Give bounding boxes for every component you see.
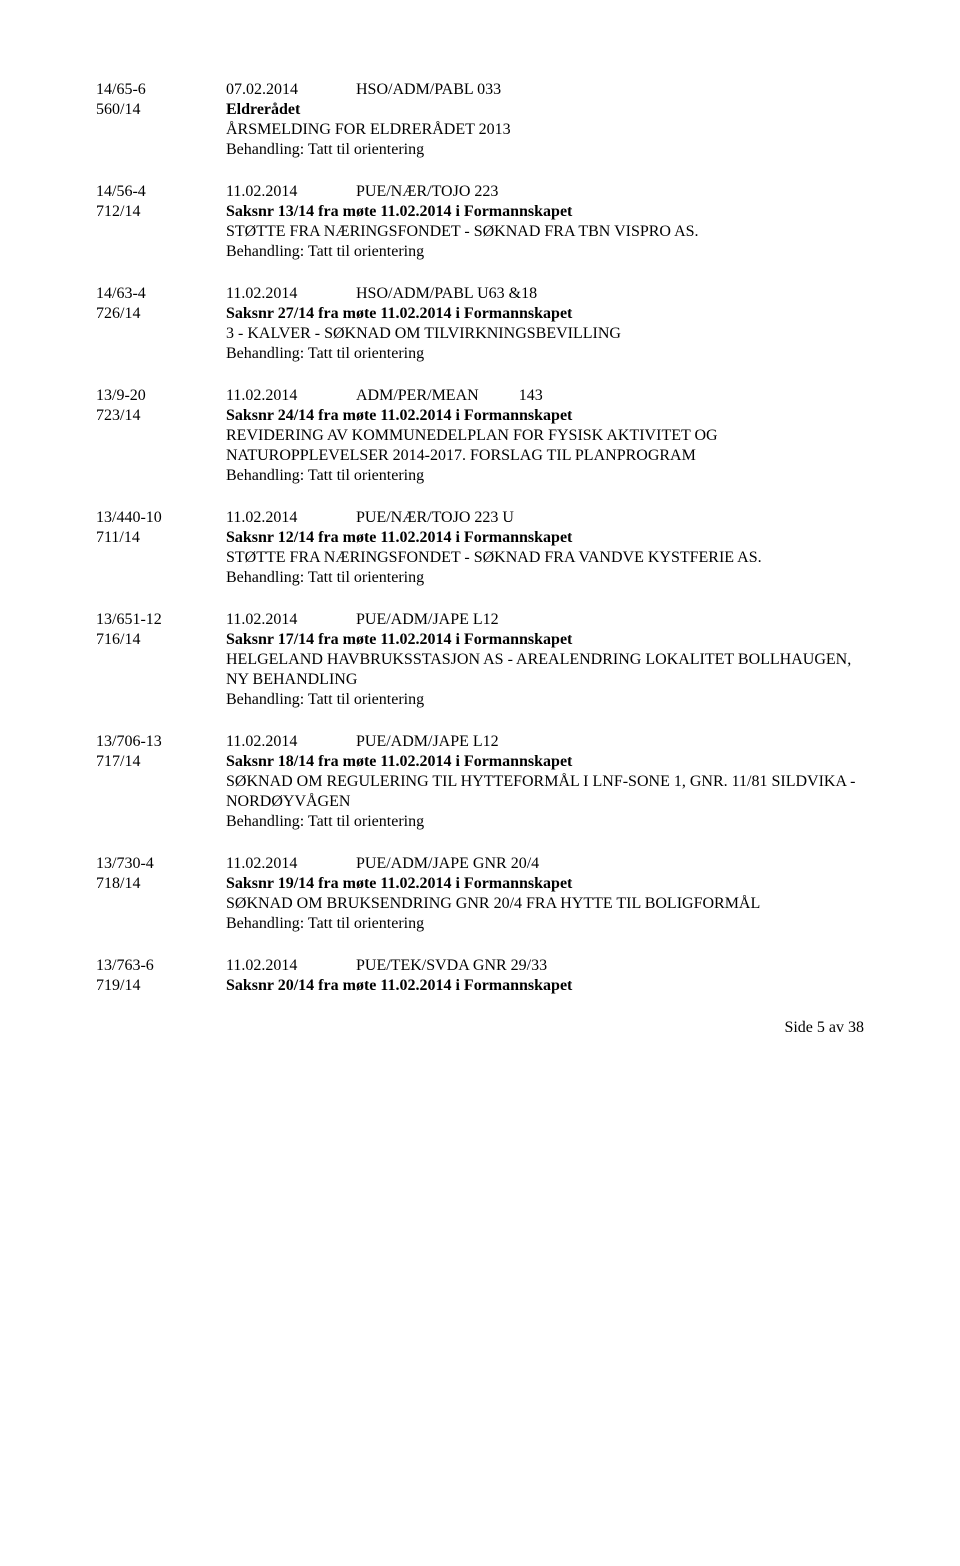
entry-date: 11.02.2014	[226, 508, 356, 528]
entry-date: 11.02.2014	[226, 284, 356, 304]
entry-date: 11.02.2014	[226, 386, 356, 406]
entry-code: PUE/ADM/JAPE L12	[356, 732, 864, 752]
entries-list: 14/65-607.02.2014HSO/ADM/PABL 033 560/14E…	[96, 80, 864, 996]
entry-body-line: Behandling: Tatt til orientering	[226, 344, 864, 364]
entry-caseno: 712/14	[96, 202, 226, 222]
entry-ref: 13/706-13	[96, 732, 226, 752]
entry-body-line: SØKNAD OM BRUKSENDRING GNR 20/4 FRA HYTT…	[226, 894, 864, 914]
entry-body-line: Behandling: Tatt til orientering	[226, 690, 864, 710]
entry-title: Saksnr 12/14 fra møte 11.02.2014 i Forma…	[226, 528, 864, 548]
entry-code-text: PUE/ADM/JAPE GNR 20/4	[356, 855, 539, 872]
entry-ref: 13/651-12	[96, 610, 226, 630]
entry-ref: 14/63-4	[96, 284, 226, 304]
entry-date: 07.02.2014	[226, 80, 356, 100]
entry-ref: 14/65-6	[96, 80, 226, 100]
entry-code-text: PUE/ADM/JAPE L12	[356, 611, 499, 628]
entry-title: Saksnr 19/14 fra møte 11.02.2014 i Forma…	[226, 874, 864, 894]
entry-code: ADM/PER/MEAN 143	[356, 386, 864, 406]
entry-code: PUE/ADM/JAPE L12	[356, 610, 864, 630]
entry-code-text: PUE/TEK/SVDA GNR 29/33	[356, 957, 547, 974]
entry: 13/730-411.02.2014PUE/ADM/JAPE GNR 20/4 7…	[96, 854, 864, 934]
entry-caseno: 723/14	[96, 406, 226, 426]
entry-code: HSO/ADM/PABL 033	[356, 80, 864, 100]
entry-code: PUE/NÆR/TOJO 223	[356, 182, 864, 202]
entry: 13/9-2011.02.2014ADM/PER/MEAN 143 723/14Sa…	[96, 386, 864, 486]
entry-caseno: 718/14	[96, 874, 226, 894]
entry-ref: 13/440-10	[96, 508, 226, 528]
entry-body-line: Behandling: Tatt til orientering	[226, 140, 864, 160]
entry-title: Saksnr 24/14 fra møte 11.02.2014 i Forma…	[226, 406, 864, 426]
entry-title: Eldrerådet	[226, 100, 864, 120]
entry-code-text: HSO/ADM/PABL U63 &18	[356, 285, 537, 302]
page-footer: Side 5 av 38	[96, 1018, 864, 1038]
entry-date: 11.02.2014	[226, 854, 356, 874]
entry-code: PUE/TEK/SVDA GNR 29/33	[356, 956, 864, 976]
entry-caseno: 560/14	[96, 100, 226, 120]
entry-ref: 14/56-4	[96, 182, 226, 202]
entry-title: Saksnr 27/14 fra møte 11.02.2014 i Forma…	[226, 304, 864, 324]
entry-caseno: 717/14	[96, 752, 226, 772]
entry-caseno: 726/14	[96, 304, 226, 324]
entry-body-line: ÅRSMELDING FOR ELDRERÅDET 2013	[226, 120, 864, 140]
entry-code-text: HSO/ADM/PABL 033	[356, 81, 501, 98]
entry-ref: 13/9-20	[96, 386, 226, 406]
entry-body-line: 3 - KALVER - SØKNAD OM TILVIRKNINGSBEVIL…	[226, 324, 864, 344]
entry-body-line: Behandling: Tatt til orientering	[226, 914, 864, 934]
entry-body-line: STØTTE FRA NÆRINGSFONDET - SØKNAD FRA TB…	[226, 222, 864, 242]
entry: 14/63-411.02.2014HSO/ADM/PABL U63 &18 726…	[96, 284, 864, 364]
entry-code: PUE/NÆR/TOJO 223 U	[356, 508, 864, 528]
entry-date: 11.02.2014	[226, 956, 356, 976]
entry-caseno: 719/14	[96, 976, 226, 996]
entry-code-num: 143	[519, 387, 543, 404]
entry-ref: 13/763-6	[96, 956, 226, 976]
entry-body-line: SØKNAD OM REGULERING TIL HYTTEFORMÅL I L…	[226, 772, 864, 812]
entry-body-line: Behandling: Tatt til orientering	[226, 466, 864, 486]
entry-code-text: ADM/PER/MEAN	[356, 387, 479, 404]
entry-ref: 13/730-4	[96, 854, 226, 874]
entry-title: Saksnr 18/14 fra møte 11.02.2014 i Forma…	[226, 752, 864, 772]
entry: 13/706-1311.02.2014PUE/ADM/JAPE L12 717/1…	[96, 732, 864, 832]
entry: 13/651-1211.02.2014PUE/ADM/JAPE L12 716/1…	[96, 610, 864, 710]
entry-code: HSO/ADM/PABL U63 &18	[356, 284, 864, 304]
entry-title: Saksnr 17/14 fra møte 11.02.2014 i Forma…	[226, 630, 864, 650]
entry-title: Saksnr 13/14 fra møte 11.02.2014 i Forma…	[226, 202, 864, 222]
entry: 14/56-411.02.2014PUE/NÆR/TOJO 223 712/14S…	[96, 182, 864, 262]
entry-code-text: PUE/ADM/JAPE L12	[356, 733, 499, 750]
entry-date: 11.02.2014	[226, 182, 356, 202]
entry: 13/440-1011.02.2014PUE/NÆR/TOJO 223 U 711…	[96, 508, 864, 588]
entry-body-line: Behandling: Tatt til orientering	[226, 242, 864, 262]
entry-code-text: PUE/NÆR/TOJO 223 U	[356, 509, 514, 526]
entry-caseno: 711/14	[96, 528, 226, 548]
entry: 14/65-607.02.2014HSO/ADM/PABL 033 560/14E…	[96, 80, 864, 160]
entry-body-line: HELGELAND HAVBRUKSSTASJON AS - AREALENDR…	[226, 650, 864, 690]
entry-code-text: PUE/NÆR/TOJO 223	[356, 183, 498, 200]
entry: 13/763-611.02.2014PUE/TEK/SVDA GNR 29/33…	[96, 956, 864, 996]
entry-title: Saksnr 20/14 fra møte 11.02.2014 i Forma…	[226, 976, 864, 996]
entry-body-line: STØTTE FRA NÆRINGSFONDET - SØKNAD FRA VA…	[226, 548, 864, 568]
entry-body-line: REVIDERING AV KOMMUNEDELPLAN FOR FYSISK …	[226, 426, 864, 466]
entry-date: 11.02.2014	[226, 732, 356, 752]
entry-date: 11.02.2014	[226, 610, 356, 630]
entry-caseno: 716/14	[96, 630, 226, 650]
entry-code: PUE/ADM/JAPE GNR 20/4	[356, 854, 864, 874]
entry-body-line: Behandling: Tatt til orientering	[226, 812, 864, 832]
entry-body-line: Behandling: Tatt til orientering	[226, 568, 864, 588]
